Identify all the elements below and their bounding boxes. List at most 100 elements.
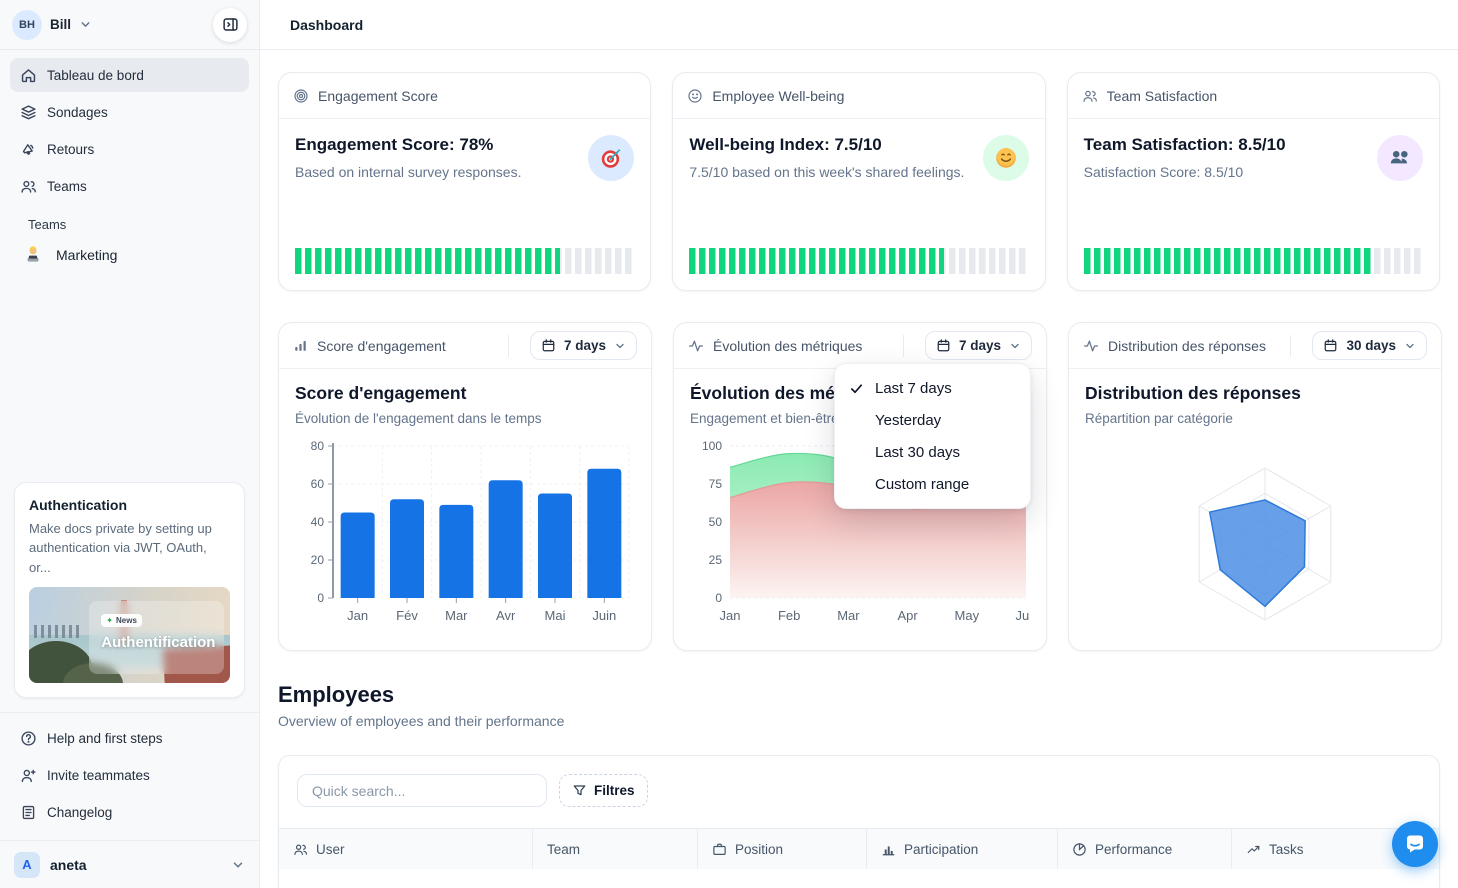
bar-chart-icon xyxy=(295,341,306,351)
employees-table-header: User Team Position Participation xyxy=(279,828,1439,869)
column-header-tasks: Tasks xyxy=(1231,829,1439,869)
two-people-emoji-icon xyxy=(1377,135,1423,181)
date-range-button[interactable]: 7 days xyxy=(924,331,1032,360)
account-avatar: A xyxy=(14,851,40,878)
activity-icon xyxy=(1083,340,1099,351)
stat-description: Satisfaction Score: 8.5/10 xyxy=(1083,164,1244,180)
sidebar-item-label: Invite teammates xyxy=(47,767,150,783)
home-icon xyxy=(21,68,36,82)
sidebar-item-label: Tableau de bord xyxy=(47,67,144,83)
layers-icon xyxy=(21,104,36,119)
card-header-label: Distribution des réponses xyxy=(1108,337,1266,354)
card-body: Distribution des réponses Répartition pa… xyxy=(1069,369,1441,672)
megaphone-icon xyxy=(22,143,34,155)
svg-text:Fév: Fév xyxy=(396,608,418,623)
card-header: Distribution des réponses 30 days xyxy=(1069,323,1441,369)
sidebar-item-feedback[interactable]: Retours xyxy=(10,132,249,166)
collapse-sidebar-button[interactable] xyxy=(213,7,247,42)
smiling-emoji-icon xyxy=(982,135,1029,181)
menu-item-last-30-days[interactable]: Last 30 days xyxy=(875,443,961,461)
search-input[interactable] xyxy=(297,774,547,807)
svg-text:Mai: Mai xyxy=(545,608,566,623)
chart-title: Distribution des réponses xyxy=(1085,383,1301,403)
column-header-participation: Participation xyxy=(866,829,1057,869)
engagement-bar-chart: 0 20 40 60 80 Jan Fév Mar Avr Mai Juin xyxy=(295,438,635,633)
sidebar-item-label: Help and first steps xyxy=(47,730,163,746)
chart-cards-row: Score d'engagement 7 days Score d'engage… xyxy=(278,322,1442,651)
employees-subtitle: Overview of employees and their performa… xyxy=(278,713,565,729)
workspace-switcher[interactable]: BH Bill xyxy=(12,9,92,40)
column-header-team: Team xyxy=(532,829,697,869)
chart-card-engagement-score: Score d'engagement 7 days Score d'engage… xyxy=(278,322,652,651)
menu-item-yesterday[interactable]: Yesterday xyxy=(875,411,942,429)
divider xyxy=(1290,334,1292,357)
promo-card-authentication[interactable]: Authentication Make docs private by sett… xyxy=(14,481,245,698)
help-circle-icon xyxy=(21,730,36,746)
filters-button[interactable]: Filtres xyxy=(559,774,648,807)
stat-card-satisfaction: Team Satisfaction Team Satisfaction: 8.5… xyxy=(1066,72,1440,291)
progress-bar xyxy=(1083,248,1423,274)
svg-text:0: 0 xyxy=(317,591,324,605)
svg-text:75: 75 xyxy=(709,477,723,491)
check-icon xyxy=(850,383,863,393)
svg-text:40: 40 xyxy=(311,515,325,529)
chart-card-response-distribution: Distribution des réponses 30 days Distri… xyxy=(1068,322,1442,651)
promo-image: ✦ News Authentification xyxy=(29,587,230,683)
chart-subtitle: Engagement et bien-être xyxy=(690,411,839,426)
date-range-button[interactable]: 30 days xyxy=(1312,331,1427,360)
svg-text:Apr: Apr xyxy=(897,608,918,623)
svg-text:50: 50 xyxy=(709,515,723,529)
divider xyxy=(902,334,904,357)
card-body: Team Satisfaction: 8.5/10 Satisfaction S… xyxy=(1068,119,1439,290)
distribution-radar-chart xyxy=(1085,438,1425,658)
account-menu[interactable]: A aneta xyxy=(0,840,259,888)
sidebar-item-dashboard[interactable]: Tableau de bord xyxy=(10,58,249,92)
sidebar-item-help[interactable]: Help and first steps xyxy=(10,721,249,755)
promo-image-caption: Authentification xyxy=(101,634,216,652)
content: Engagement Score Engagement Score: 78% B… xyxy=(260,50,1458,888)
svg-text:60: 60 xyxy=(311,477,325,491)
promo-glass-overlay: ✦ News Authentification xyxy=(89,601,224,675)
employees-title: Employees xyxy=(278,682,395,707)
sidebar-item-label: Changelog xyxy=(47,804,113,820)
changelog-icon xyxy=(22,805,35,819)
sidebar-nav: Tableau de bord Sondages Retours Teams T… xyxy=(0,50,259,270)
svg-text:Jun: Jun xyxy=(1016,608,1030,623)
news-badge: ✦ News xyxy=(101,614,142,628)
card-header-label: Employee Well-being xyxy=(712,87,845,104)
technologist-emoji-icon xyxy=(22,244,44,266)
sidebar-item-surveys[interactable]: Sondages xyxy=(10,95,249,129)
card-header: Team Satisfaction xyxy=(1067,73,1439,119)
card-header: Engagement Score xyxy=(279,73,651,119)
sidebar-item-invite[interactable]: Invite teammates xyxy=(10,758,249,792)
sidebar-item-label: Sondages xyxy=(47,104,108,120)
calendar-icon xyxy=(542,339,555,352)
svg-text:100: 100 xyxy=(702,439,722,453)
menu-item-last-7-days[interactable]: Last 7 days xyxy=(835,372,1030,404)
progress-bar xyxy=(689,248,1029,274)
divider xyxy=(507,334,509,357)
users-icon xyxy=(21,180,36,193)
sidebar-item-teams[interactable]: Teams xyxy=(10,169,249,203)
svg-text:20: 20 xyxy=(311,553,325,567)
sidebar-item-marketing[interactable]: Marketing xyxy=(10,240,249,270)
card-header-label: Engagement Score xyxy=(318,87,438,104)
svg-text:0: 0 xyxy=(715,591,722,605)
account-name: aneta xyxy=(50,856,87,873)
svg-text:Juin: Juin xyxy=(592,608,616,623)
sidebar-item-changelog[interactable]: Changelog xyxy=(10,795,249,829)
menu-item-custom-range[interactable]: Custom range xyxy=(875,475,970,493)
date-range-label: 7 days xyxy=(563,338,606,353)
date-range-button[interactable]: 7 days xyxy=(529,331,637,360)
promo-description: Make docs private by setting up authenti… xyxy=(29,520,212,575)
target-icon xyxy=(294,88,308,103)
team-label: Marketing xyxy=(56,247,118,263)
promo-title: Authentication xyxy=(29,496,127,513)
sidebar-spacer xyxy=(0,270,259,482)
smile-icon xyxy=(688,88,702,103)
date-range-menu: Last 7 days Yesterday Last 30 days xyxy=(834,363,1031,509)
chart-title: Score d'engagement xyxy=(295,383,467,403)
svg-text:Feb: Feb xyxy=(778,608,800,623)
chat-widget-button[interactable] xyxy=(1392,821,1438,867)
